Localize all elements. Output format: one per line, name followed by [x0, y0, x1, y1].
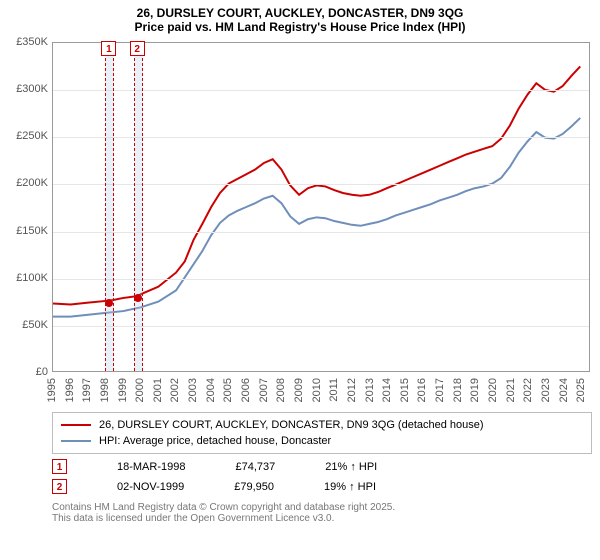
- xtick-label: 2008: [275, 378, 287, 402]
- marker-badge: 2: [130, 41, 145, 56]
- xtick-label: 2013: [364, 378, 376, 402]
- legend-row-2: HPI: Average price, detached house, Donc…: [61, 433, 583, 449]
- marker-row-2: 2 02-NOV-1999 £79,950 19% ↑ HPI: [52, 479, 592, 494]
- legend-label-2: HPI: Average price, detached house, Donc…: [99, 435, 331, 447]
- xtick-label: 2016: [416, 378, 428, 402]
- xtick-label: 2015: [399, 378, 411, 402]
- marker-date-1: 18-MAR-1998: [117, 461, 185, 473]
- xtick-label: 2019: [469, 378, 481, 402]
- xtick-label: 2024: [558, 378, 570, 402]
- xtick-label: 2012: [346, 378, 358, 402]
- marker-badge-1: 1: [52, 459, 67, 474]
- marker-badge: 1: [101, 41, 116, 56]
- ytick-label: £100K: [0, 272, 48, 284]
- xtick-label: 2022: [522, 378, 534, 402]
- xtick-label: 2017: [434, 378, 446, 402]
- xtick-label: 2018: [452, 378, 464, 402]
- xtick-label: 1997: [81, 378, 93, 402]
- footer-line-1: Contains HM Land Registry data © Crown c…: [52, 502, 592, 513]
- legend: 26, DURSLEY COURT, AUCKLEY, DONCASTER, D…: [52, 412, 592, 454]
- title-line-2: Price paid vs. HM Land Registry's House …: [0, 20, 600, 34]
- title-line-1: 26, DURSLEY COURT, AUCKLEY, DONCASTER, D…: [0, 6, 600, 20]
- xtick-label: 2025: [575, 378, 587, 402]
- xtick-label: 2006: [240, 378, 252, 402]
- xtick-label: 2005: [222, 378, 234, 402]
- xtick-label: 1995: [46, 378, 58, 402]
- xtick-label: 2009: [293, 378, 305, 402]
- plot-area: 12: [52, 42, 590, 372]
- footer: Contains HM Land Registry data © Crown c…: [52, 502, 592, 524]
- ytick-label: £50K: [0, 319, 48, 331]
- xtick-label: 2003: [187, 378, 199, 402]
- xtick-label: 2001: [152, 378, 164, 402]
- legend-row-1: 26, DURSLEY COURT, AUCKLEY, DONCASTER, D…: [61, 417, 583, 433]
- xtick-label: 2011: [328, 378, 340, 402]
- xtick-label: 2014: [381, 378, 393, 402]
- xtick-label: 1996: [64, 378, 76, 402]
- chart: 12 £0 £50K £100K £150K £200K £250K £300K £350K 1…: [0, 38, 600, 408]
- ytick-label: £0: [0, 366, 48, 378]
- marker-band: [105, 43, 114, 371]
- series-line: [53, 66, 580, 304]
- marker-price-2: £79,950: [234, 481, 274, 493]
- ytick-label: £300K: [0, 83, 48, 95]
- xtick-label: 2000: [134, 378, 146, 402]
- xtick-label: 2010: [311, 378, 323, 402]
- marker-dot: [105, 299, 113, 307]
- ytick-label: £250K: [0, 130, 48, 142]
- marker-price-1: £74,737: [235, 461, 275, 473]
- marker-dot: [134, 294, 142, 302]
- ytick-label: £350K: [0, 36, 48, 48]
- ytick-label: £150K: [0, 225, 48, 237]
- xtick-label: 1998: [99, 378, 111, 402]
- xtick-label: 2020: [487, 378, 499, 402]
- xtick-label: 2004: [205, 378, 217, 402]
- marker-date-2: 02-NOV-1999: [117, 481, 184, 493]
- marker-delta-1: 21% ↑ HPI: [325, 461, 377, 473]
- legend-swatch-2: [61, 440, 91, 442]
- ytick-label: £200K: [0, 177, 48, 189]
- xtick-label: 2023: [540, 378, 552, 402]
- marker-delta-2: 19% ↑ HPI: [324, 481, 376, 493]
- marker-badge-2: 2: [52, 479, 67, 494]
- chart-title: 26, DURSLEY COURT, AUCKLEY, DONCASTER, D…: [0, 0, 600, 38]
- footer-line-2: This data is licensed under the Open Gov…: [52, 513, 592, 524]
- xtick-label: 2007: [258, 378, 270, 402]
- xtick-label: 2002: [169, 378, 181, 402]
- marker-row-1: 1 18-MAR-1998 £74,737 21% ↑ HPI: [52, 459, 592, 474]
- marker-band: [134, 43, 143, 371]
- legend-label-1: 26, DURSLEY COURT, AUCKLEY, DONCASTER, D…: [99, 419, 484, 431]
- series-line: [53, 118, 580, 317]
- legend-swatch-1: [61, 424, 91, 426]
- xtick-label: 1999: [117, 378, 129, 402]
- xtick-label: 2021: [505, 378, 517, 402]
